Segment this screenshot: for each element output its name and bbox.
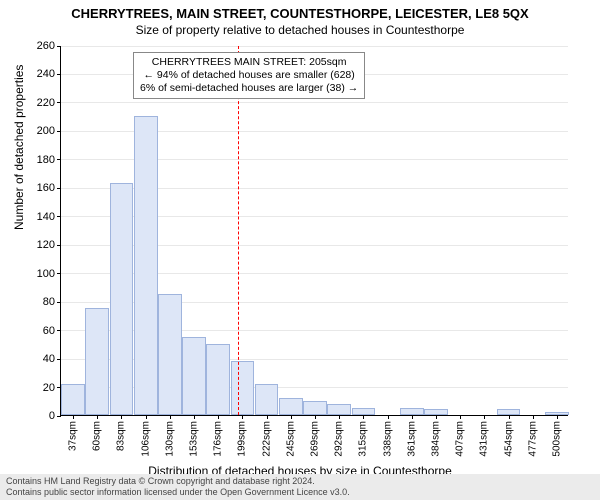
marker-line [238, 46, 239, 415]
footer: Contains HM Land Registry data © Crown c… [0, 474, 600, 500]
xtick-label: 153sqm [189, 421, 200, 457]
xtick-label: 130sqm [164, 421, 175, 457]
xtick-label: 292sqm [334, 421, 345, 457]
xtick-mark [533, 415, 534, 419]
annotation-box: CHERRYTREES MAIN STREET: 205sqm ← 94% of… [133, 52, 365, 99]
xtick-mark [121, 415, 122, 419]
xtick-mark [291, 415, 292, 419]
xtick-mark [170, 415, 171, 419]
ytick-label: 220 [37, 97, 55, 109]
xtick-label: 384sqm [430, 421, 441, 457]
xtick-mark [242, 415, 243, 419]
xtick-label: 176sqm [213, 421, 224, 457]
xtick-mark [509, 415, 510, 419]
y-axis-title: Number of detached properties [12, 65, 26, 230]
xtick-label: 83sqm [116, 421, 127, 451]
xtick-label: 407sqm [455, 421, 466, 457]
histogram-bar [110, 183, 134, 415]
xtick-label: 199sqm [237, 421, 248, 457]
xtick-mark [146, 415, 147, 419]
xtick-label: 477sqm [527, 421, 538, 457]
xtick-label: 37sqm [68, 421, 79, 451]
xtick-label: 245sqm [285, 421, 296, 457]
footer-line2: Contains public sector information licen… [6, 487, 594, 498]
xtick-label: 60sqm [92, 421, 103, 451]
ytick-mark [57, 416, 61, 417]
ytick-label: 0 [49, 410, 55, 422]
xtick-mark [412, 415, 413, 419]
xtick-mark [267, 415, 268, 419]
histogram-bar [182, 337, 206, 415]
xtick-mark [460, 415, 461, 419]
histogram-bar [158, 294, 182, 415]
xtick-label: 361sqm [406, 421, 417, 457]
histogram-bar [303, 401, 327, 415]
xtick-label: 431sqm [479, 421, 490, 457]
annotation-line3: 6% of semi-detached houses are larger (3… [140, 82, 358, 95]
xtick-label: 269sqm [310, 421, 321, 457]
ytick-label: 60 [43, 325, 55, 337]
histogram-bar [400, 408, 424, 415]
xtick-label: 222sqm [261, 421, 272, 457]
gridline [61, 102, 568, 103]
xtick-label: 454sqm [503, 421, 514, 457]
ytick-label: 260 [37, 40, 55, 52]
histogram-bar [61, 384, 85, 415]
ytick-label: 160 [37, 182, 55, 194]
histogram-bar [85, 308, 109, 415]
ytick-mark [57, 102, 61, 103]
ytick-label: 200 [37, 125, 55, 137]
ytick-label: 20 [43, 382, 55, 394]
annotation-line1: CHERRYTREES MAIN STREET: 205sqm [140, 56, 358, 69]
histogram-bar [279, 398, 303, 415]
chart-title: CHERRYTREES, MAIN STREET, COUNTESTHORPE,… [0, 0, 600, 21]
ytick-label: 100 [37, 268, 55, 280]
ytick-label: 240 [37, 68, 55, 80]
histogram-bar [206, 344, 230, 415]
gridline [61, 46, 568, 47]
xtick-mark [557, 415, 558, 419]
histogram-bar [231, 361, 255, 415]
chart-area: 02040608010012014016018020022024026037sq… [60, 46, 568, 416]
histogram-bar [352, 408, 376, 415]
xtick-label: 338sqm [382, 421, 393, 457]
xtick-mark [315, 415, 316, 419]
ytick-label: 80 [43, 296, 55, 308]
xtick-label: 500sqm [551, 421, 562, 457]
annotation-line2: ← 94% of detached houses are smaller (62… [140, 69, 358, 82]
xtick-mark [218, 415, 219, 419]
ytick-mark [57, 302, 61, 303]
ytick-label: 180 [37, 154, 55, 166]
xtick-mark [97, 415, 98, 419]
ytick-mark [57, 216, 61, 217]
ytick-label: 40 [43, 353, 55, 365]
chart-subtitle: Size of property relative to detached ho… [0, 21, 600, 37]
ytick-mark [57, 330, 61, 331]
xtick-mark [73, 415, 74, 419]
xtick-mark [194, 415, 195, 419]
ytick-mark [57, 273, 61, 274]
histogram-bar [327, 404, 351, 415]
xtick-mark [339, 415, 340, 419]
xtick-label: 315sqm [358, 421, 369, 457]
ytick-mark [57, 46, 61, 47]
ytick-mark [57, 131, 61, 132]
xtick-mark [388, 415, 389, 419]
xtick-label: 106sqm [140, 421, 151, 457]
ytick-mark [57, 359, 61, 360]
histogram-bar [134, 116, 158, 415]
ytick-mark [57, 188, 61, 189]
histogram-bar [255, 384, 279, 415]
ytick-label: 120 [37, 239, 55, 251]
ytick-label: 140 [37, 211, 55, 223]
xtick-mark [436, 415, 437, 419]
xtick-mark [484, 415, 485, 419]
ytick-mark [57, 159, 61, 160]
ytick-mark [57, 245, 61, 246]
plot-region: 02040608010012014016018020022024026037sq… [60, 46, 568, 416]
xtick-mark [363, 415, 364, 419]
footer-line1: Contains HM Land Registry data © Crown c… [6, 476, 594, 487]
ytick-mark [57, 74, 61, 75]
